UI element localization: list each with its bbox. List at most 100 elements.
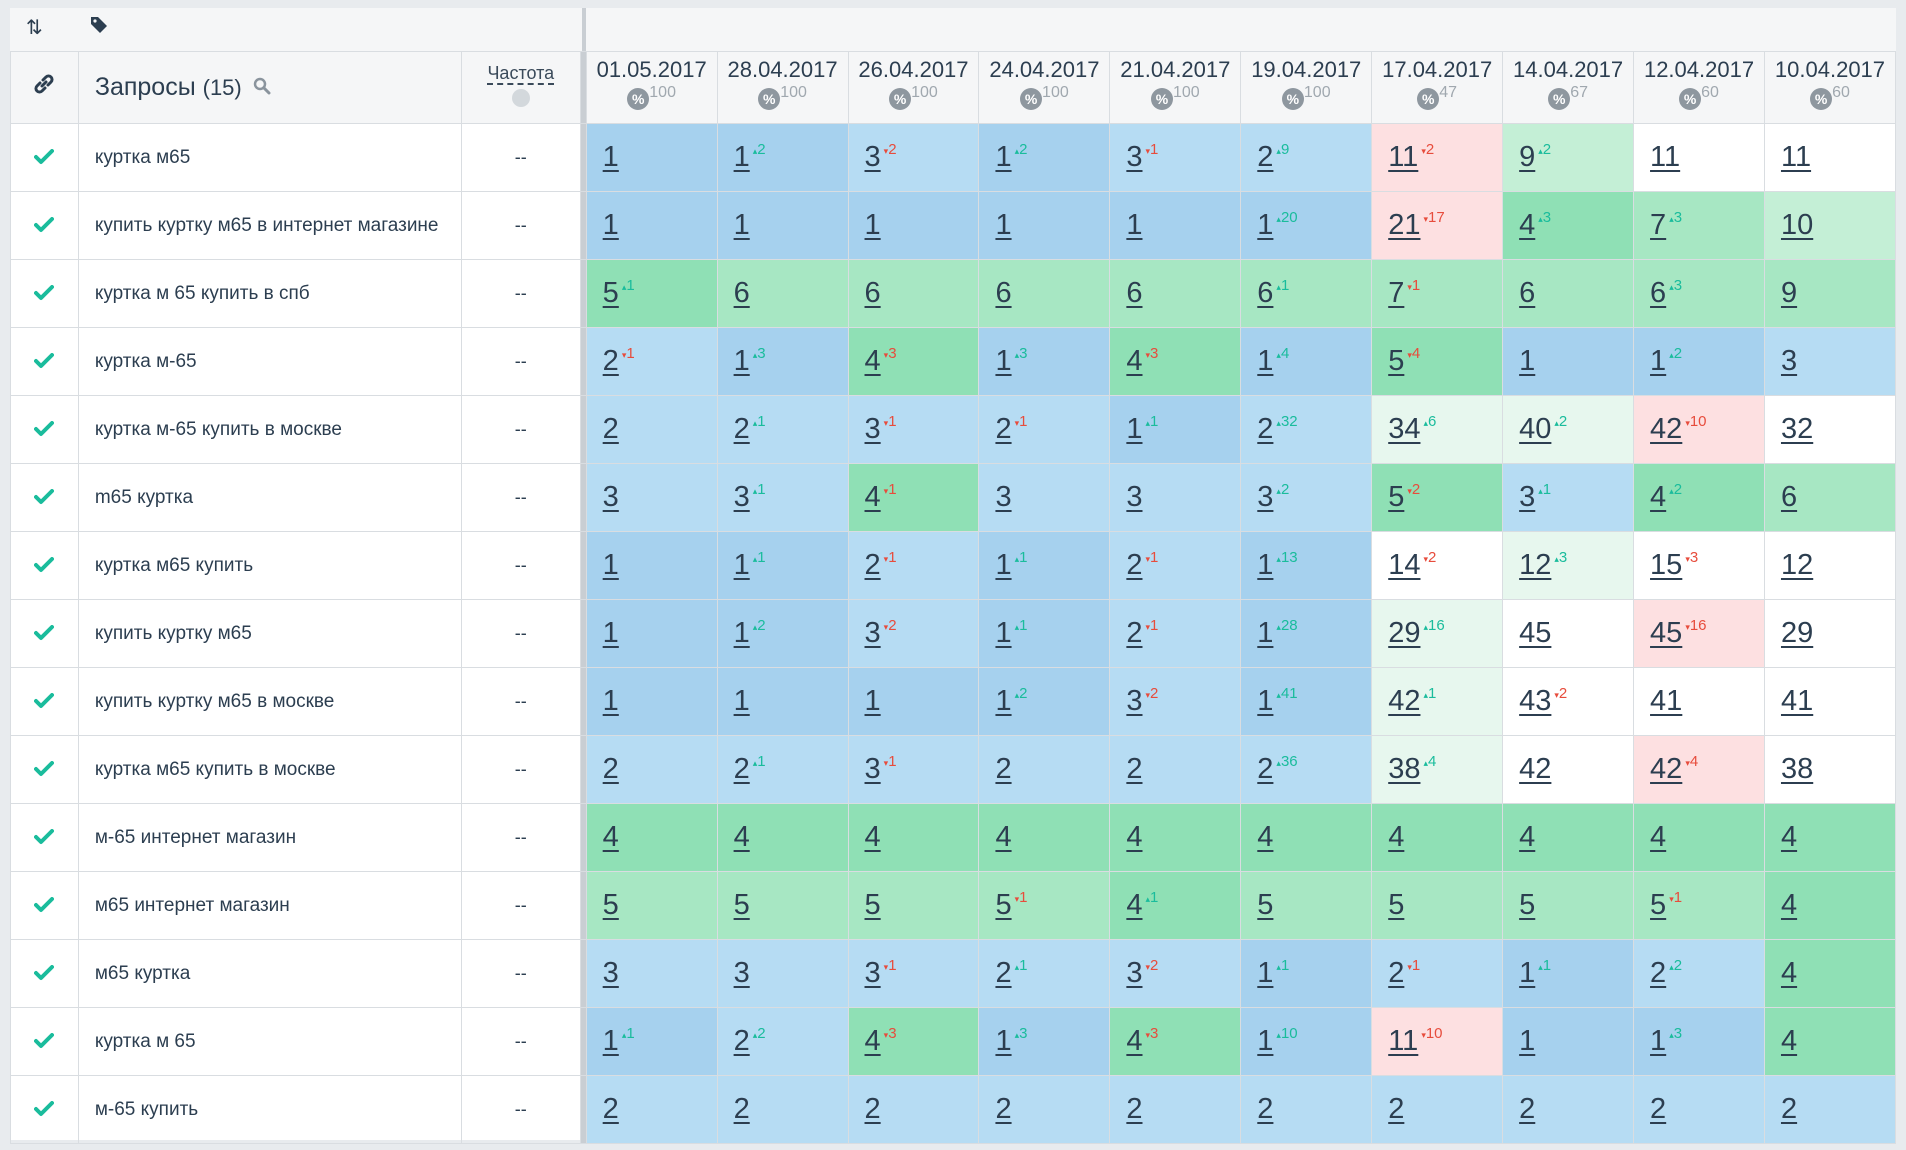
position-link[interactable]: 1	[1257, 685, 1274, 717]
position-link[interactable]: 6	[733, 277, 750, 309]
position-link[interactable]: 42	[1650, 413, 1683, 445]
position-link[interactable]: 1	[602, 617, 619, 649]
position-link[interactable]: 2	[1257, 1093, 1274, 1125]
position-link[interactable]: 4	[1519, 821, 1536, 853]
row-check-cell[interactable]	[10, 599, 79, 668]
position-link[interactable]: 34	[1388, 413, 1421, 445]
position-link[interactable]: 42	[1650, 753, 1683, 785]
position-link[interactable]: 4	[864, 345, 881, 377]
position-link[interactable]: 5	[1388, 481, 1405, 513]
position-link[interactable]: 3	[864, 413, 881, 445]
position-link[interactable]: 3	[864, 957, 881, 989]
position-link[interactable]: 4	[733, 821, 750, 853]
date-column-header[interactable]: 26.04.2017% 100	[847, 51, 980, 124]
position-link[interactable]: 3	[864, 617, 881, 649]
row-check-cell[interactable]	[10, 667, 79, 736]
row-check-cell[interactable]	[10, 531, 79, 600]
position-link[interactable]: 4	[1126, 345, 1143, 377]
position-link[interactable]: 1	[995, 685, 1012, 717]
position-link[interactable]: 2	[602, 1093, 619, 1125]
position-link[interactable]: 5	[1388, 889, 1405, 921]
position-link[interactable]: 1	[1126, 413, 1143, 445]
position-link[interactable]: 2	[733, 1025, 750, 1057]
position-link[interactable]: 4	[1780, 1025, 1798, 1057]
position-link[interactable]: 45	[1650, 617, 1683, 649]
checkmark-icon[interactable]	[34, 349, 55, 374]
position-link[interactable]: 2	[995, 957, 1012, 989]
position-link[interactable]: 3	[602, 957, 619, 989]
position-link[interactable]: 1	[995, 617, 1012, 649]
row-check-cell[interactable]	[10, 191, 79, 260]
position-link[interactable]: 1	[995, 1025, 1012, 1057]
globe-icon[interactable]	[511, 89, 530, 107]
position-link[interactable]: 6	[1780, 481, 1798, 513]
position-link[interactable]: 1	[602, 141, 619, 173]
position-link[interactable]: 1	[1519, 957, 1536, 989]
position-link[interactable]: 2	[995, 413, 1012, 445]
position-link[interactable]: 7	[1650, 209, 1667, 241]
position-link[interactable]: 4	[864, 481, 881, 513]
position-link[interactable]: 2	[1257, 753, 1274, 785]
row-check-cell[interactable]	[10, 463, 79, 532]
position-link[interactable]: 2	[733, 753, 750, 785]
position-link[interactable]: 12	[1780, 549, 1814, 581]
position-link[interactable]: 1	[864, 685, 881, 717]
position-link[interactable]: 6	[864, 277, 881, 309]
date-column-header[interactable]: 14.04.2017% 67	[1502, 51, 1635, 124]
row-check-cell[interactable]	[10, 871, 79, 940]
row-check-cell[interactable]	[10, 123, 79, 192]
position-link[interactable]: 2	[733, 413, 750, 445]
checkmark-icon[interactable]	[34, 689, 55, 714]
position-link[interactable]: 11	[1388, 141, 1419, 173]
position-link[interactable]: 9	[1780, 277, 1798, 309]
checkmark-icon[interactable]	[34, 213, 55, 238]
position-link[interactable]: 2	[1388, 957, 1405, 989]
position-link[interactable]: 3	[864, 141, 881, 173]
position-link[interactable]: 1	[1257, 549, 1274, 581]
frequency-label[interactable]: Частота	[487, 63, 555, 85]
position-link[interactable]: 1	[1519, 1025, 1536, 1057]
checkmark-icon[interactable]	[34, 485, 55, 510]
position-link[interactable]: 2	[1126, 549, 1143, 581]
checkmark-icon[interactable]	[34, 1097, 55, 1122]
position-link[interactable]: 4	[1650, 481, 1667, 513]
row-check-cell[interactable]	[10, 803, 79, 872]
checkmark-icon[interactable]	[34, 961, 55, 986]
position-link[interactable]: 1	[1257, 617, 1274, 649]
position-link[interactable]: 14	[1388, 549, 1421, 581]
position-link[interactable]: 5	[1650, 889, 1667, 921]
checkmark-icon[interactable]	[34, 1029, 55, 1054]
date-column-header[interactable]: 28.04.2017% 100	[716, 51, 849, 124]
position-link[interactable]: 1	[1650, 345, 1667, 377]
position-link[interactable]: 3	[995, 481, 1012, 513]
position-link[interactable]: 3	[1780, 345, 1798, 377]
position-link[interactable]: 1	[1650, 1025, 1667, 1057]
position-link[interactable]: 29	[1780, 617, 1814, 649]
position-link[interactable]: 2	[995, 1093, 1012, 1125]
position-link[interactable]: 1	[733, 549, 750, 581]
position-link[interactable]: 15	[1650, 549, 1683, 581]
row-check-cell[interactable]	[10, 259, 79, 328]
row-check-cell[interactable]	[10, 735, 79, 804]
row-check-cell[interactable]	[10, 1075, 79, 1144]
position-link[interactable]: 3	[733, 481, 750, 513]
position-link[interactable]: 4	[1126, 1025, 1143, 1057]
position-link[interactable]: 21	[1388, 209, 1421, 241]
position-link[interactable]: 5	[733, 889, 750, 921]
position-link[interactable]: 5	[864, 889, 881, 921]
checkmark-icon[interactable]	[34, 145, 55, 170]
position-link[interactable]: 1	[602, 1025, 619, 1057]
position-link[interactable]: 4	[995, 821, 1012, 853]
date-column-header[interactable]: 10.04.2017% 60	[1763, 51, 1897, 124]
position-link[interactable]: 3	[602, 481, 619, 513]
position-link[interactable]: 38	[1388, 753, 1421, 785]
position-link[interactable]: 6	[1650, 277, 1667, 309]
position-link[interactable]: 29	[1388, 617, 1421, 649]
position-link[interactable]: 4	[1780, 889, 1798, 921]
position-link[interactable]: 6	[1126, 277, 1143, 309]
position-link[interactable]: 11	[1388, 1025, 1419, 1057]
position-link[interactable]: 2	[1650, 957, 1667, 989]
position-link[interactable]: 32	[1780, 413, 1814, 445]
position-link[interactable]: 3	[1126, 685, 1143, 717]
position-link[interactable]: 4	[1126, 821, 1143, 853]
